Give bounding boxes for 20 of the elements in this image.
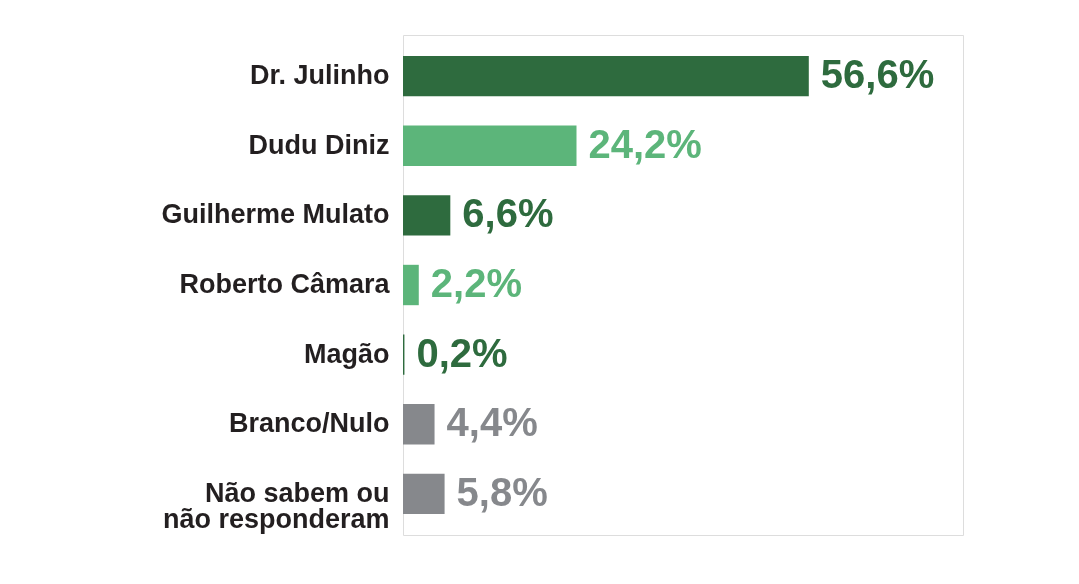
data-label: 24,2% [588,121,702,166]
data-label: 6,6% [462,191,554,236]
bar [403,404,435,445]
y-tick-label: Guilherme Mulato [161,199,390,230]
data-label: 5,8% [456,469,548,514]
y-tick-label: Dr. Julinho [249,60,390,91]
y-tick-label: Dudu Diniz [248,129,390,160]
bar [403,195,451,236]
data-label: 4,4% [446,400,538,445]
y-tick-label: Magão [303,338,390,369]
bar [403,473,445,515]
bar [403,264,419,306]
y-tick-label: Não sabem ou não responderam [162,477,390,534]
data-label: 2,2% [430,261,522,305]
y-tick-label: Branco/Nulo [228,408,390,439]
y-tick-label: Roberto Câmara [179,269,391,299]
bar [403,125,577,166]
data-label: 56,6% [820,52,935,97]
bar [403,55,809,97]
data-label: 0,2% [416,330,508,375]
